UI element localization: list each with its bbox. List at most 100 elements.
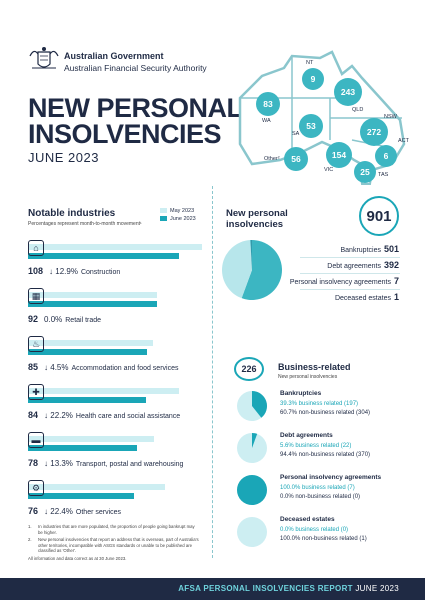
breakdown-value: 501 <box>383 244 399 254</box>
business-item-title: Personal insolvency agreements <box>280 474 382 481</box>
bar-may <box>28 340 153 346</box>
industry-count: 108 <box>28 266 44 276</box>
bar-june <box>28 301 157 307</box>
footer-bar: AFSA PERSONAL INSOLVENCIES REPORT JUNE 2… <box>0 578 425 600</box>
breakdown-label: Debt agreements <box>327 263 381 270</box>
sa-label: SA <box>292 131 300 137</box>
footnote-1: 1. In industries that are more populated,… <box>28 524 200 535</box>
footer-text: AFSA PERSONAL INSOLVENCIES REPORT JUNE 2… <box>178 584 399 593</box>
industry-row: 78 ↓ 13.3% Transport, postal and warehousi… <box>28 458 183 468</box>
breakdown-bankruptcies: Bankruptcies 501 <box>341 244 400 254</box>
industries-legend: May 2023 June 2023 <box>160 208 196 224</box>
bar-june <box>28 397 146 403</box>
industry-name: Health care and social assistance <box>75 413 181 420</box>
breakdown-value: 7 <box>393 276 399 286</box>
vertical-divider <box>212 186 213 558</box>
bar-june <box>28 493 135 499</box>
breakdown-separator <box>300 289 400 290</box>
legend-prev-swatch <box>160 208 167 214</box>
industry-count: 92 <box>28 314 39 324</box>
footnote-2-number: 2. <box>28 537 32 542</box>
new-personal-title: New personal insolvencies <box>226 208 288 230</box>
legend-prev: May 2023 <box>160 208 196 214</box>
nt-circle: 9 <box>302 68 324 90</box>
footer-date: JUNE 2023 <box>352 584 399 593</box>
industry-change: ↓ 22.4% <box>44 507 73 516</box>
pie-slice <box>250 240 252 270</box>
page-title: NEW PERSONAL INSOLVENCIES <box>28 93 243 149</box>
sa-circle: 53 <box>299 114 323 138</box>
industry-name: Transport, postal and warehousing <box>75 461 184 468</box>
business-portion <box>252 433 258 448</box>
construction-icon: ⌂ <box>28 240 44 256</box>
industry-row: 85 ↓ 4.5% Accommodation and food services <box>28 362 178 372</box>
pie-slice <box>241 240 282 300</box>
business-related-line: 39.3% business related (197) <box>280 401 359 407</box>
qld-label: QLD <box>352 107 364 113</box>
vic-label: VIC <box>324 167 334 173</box>
business-share-pie <box>237 391 267 421</box>
business-related-line: 5.6% business related (22) <box>280 443 352 449</box>
business-item-title: Debt agreements <box>280 432 333 439</box>
industry-count: 78 <box>28 458 39 468</box>
breakdown-debt-agreements: Debt agreements 392 <box>327 260 399 270</box>
pie-slice <box>222 240 252 299</box>
industry-row: 84 ↓ 22.2% Health care and social assistan… <box>28 410 180 420</box>
other-label: Other² <box>264 156 280 162</box>
business-total-badge: 226 <box>234 357 264 381</box>
qld-circle: 243 <box>334 78 362 106</box>
vic-circle: 154 <box>326 142 352 168</box>
health-icon: ✚ <box>28 384 44 400</box>
business-item-title: Deceased estates <box>280 516 335 523</box>
bar-may <box>28 436 154 442</box>
business-related-line: 100.0% business related (7) <box>280 485 355 491</box>
new-personal-title-2: insolvencies <box>226 218 284 230</box>
business-related-title: Business-related <box>278 362 351 372</box>
industry-change: ↓ 22.2% <box>44 411 73 420</box>
title-line-1: NEW PERSONAL <box>28 93 243 123</box>
legend-cur-swatch <box>160 216 167 222</box>
new-personal-title-1: New personal <box>226 208 288 219</box>
breakdown-separator <box>300 257 400 258</box>
footnote-2-text: New personal insolvencies that report an… <box>38 537 199 553</box>
industry-name: Other services <box>75 509 122 516</box>
bar-june <box>28 349 147 355</box>
bar-may <box>28 292 157 298</box>
industries-title: Notable industries <box>28 208 116 219</box>
act-circle: 6 <box>375 145 397 167</box>
breakdown-deceased-estates: Deceased estates 1 <box>335 292 399 302</box>
business-portion <box>252 391 267 418</box>
breakdown-pia: Personal insolvency agreements 7 <box>290 276 399 286</box>
business-related-line: 0.0% business related (0) <box>280 527 349 533</box>
non-business-related-line: 60.7% non-business related (304) <box>280 410 371 416</box>
data-note-text: All information and data correct as at 3… <box>28 555 127 561</box>
transport-icon: ▬ <box>28 432 44 448</box>
wa-label: WA <box>262 118 271 124</box>
footer-report-name: AFSA PERSONAL INSOLVENCIES REPORT <box>178 584 353 593</box>
business-share-pie <box>237 517 267 547</box>
title-line-2: INSOLVENCIES <box>28 119 222 149</box>
industry-name: Retail trade <box>65 317 102 324</box>
non-business-related-line: 100.0% non-business related (1) <box>280 536 367 542</box>
business-portion <box>237 475 267 505</box>
business-share-pie <box>237 475 267 505</box>
government-name: Australian Government <box>64 51 164 61</box>
data-note: All information and data correct as at 3… <box>28 556 200 562</box>
bar-may <box>28 484 166 490</box>
tas-circle: 25 <box>354 161 376 183</box>
other-services-icon: ⚙ <box>28 480 44 496</box>
australia-map: 9 NT 243 QLD 83 WA 53 SA 272 NSW 6 ACT 5… <box>232 48 422 190</box>
bar-june <box>28 445 138 451</box>
report-date: JUNE 2023 <box>28 150 99 165</box>
footnotes: 1. In industries that are more populated,… <box>28 524 200 563</box>
authority-name: Australian Financial Security Authority <box>64 63 207 73</box>
legend-cur: June 2023 <box>160 216 196 222</box>
industry-row: 76 ↓ 22.4% Other services <box>28 506 121 516</box>
footnote-2: 2. New personal insolvencies that report … <box>28 537 200 554</box>
coat-of-arms-icon <box>29 47 59 69</box>
retail-icon: ▦ <box>28 288 44 304</box>
other-circle: 56 <box>284 147 308 171</box>
non-business-related-line: 0.0% non-business related (0) <box>280 494 361 500</box>
breakdown-label: Deceased estates <box>334 295 391 302</box>
footnote-1-text: In industries that are more populated, t… <box>38 524 195 535</box>
